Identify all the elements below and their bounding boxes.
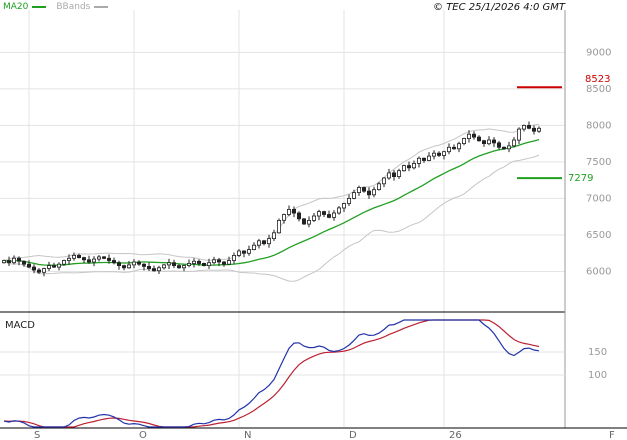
- ma20-line-swatch: [32, 6, 47, 8]
- svg-text:7500: 7500: [586, 157, 611, 168]
- legend-label-bbands: BBands: [56, 2, 91, 12]
- svg-text:S: S: [34, 430, 40, 440]
- svg-text:N: N: [244, 430, 251, 440]
- legend-item-bbands: BBands: [56, 2, 109, 12]
- svg-text:6000: 6000: [586, 267, 611, 278]
- legend: MA20 BBands: [3, 2, 109, 12]
- svg-text:8500: 8500: [586, 84, 611, 95]
- svg-text:26: 26: [449, 430, 462, 440]
- svg-text:150: 150: [588, 347, 607, 358]
- svg-text:D: D: [349, 430, 357, 440]
- legend-item-ma20: MA20: [3, 2, 47, 12]
- svg-text:8000: 8000: [586, 120, 611, 131]
- svg-text:7000: 7000: [586, 193, 611, 204]
- bbands-line-swatch: [94, 6, 109, 8]
- svg-text:100: 100: [588, 370, 607, 381]
- svg-text:9000: 9000: [586, 47, 611, 58]
- svg-text:F: F: [609, 430, 615, 440]
- legend-label-ma20: MA20: [3, 2, 29, 12]
- svg-text:8523: 8523: [585, 74, 610, 85]
- copyright-text: © TEC 25/1/2026 4:0 GMT: [433, 2, 565, 13]
- svg-text:O: O: [139, 430, 147, 440]
- svg-text:6500: 6500: [586, 230, 611, 241]
- svg-text:7279: 7279: [568, 173, 593, 184]
- macd-panel-label: MACD: [5, 320, 35, 331]
